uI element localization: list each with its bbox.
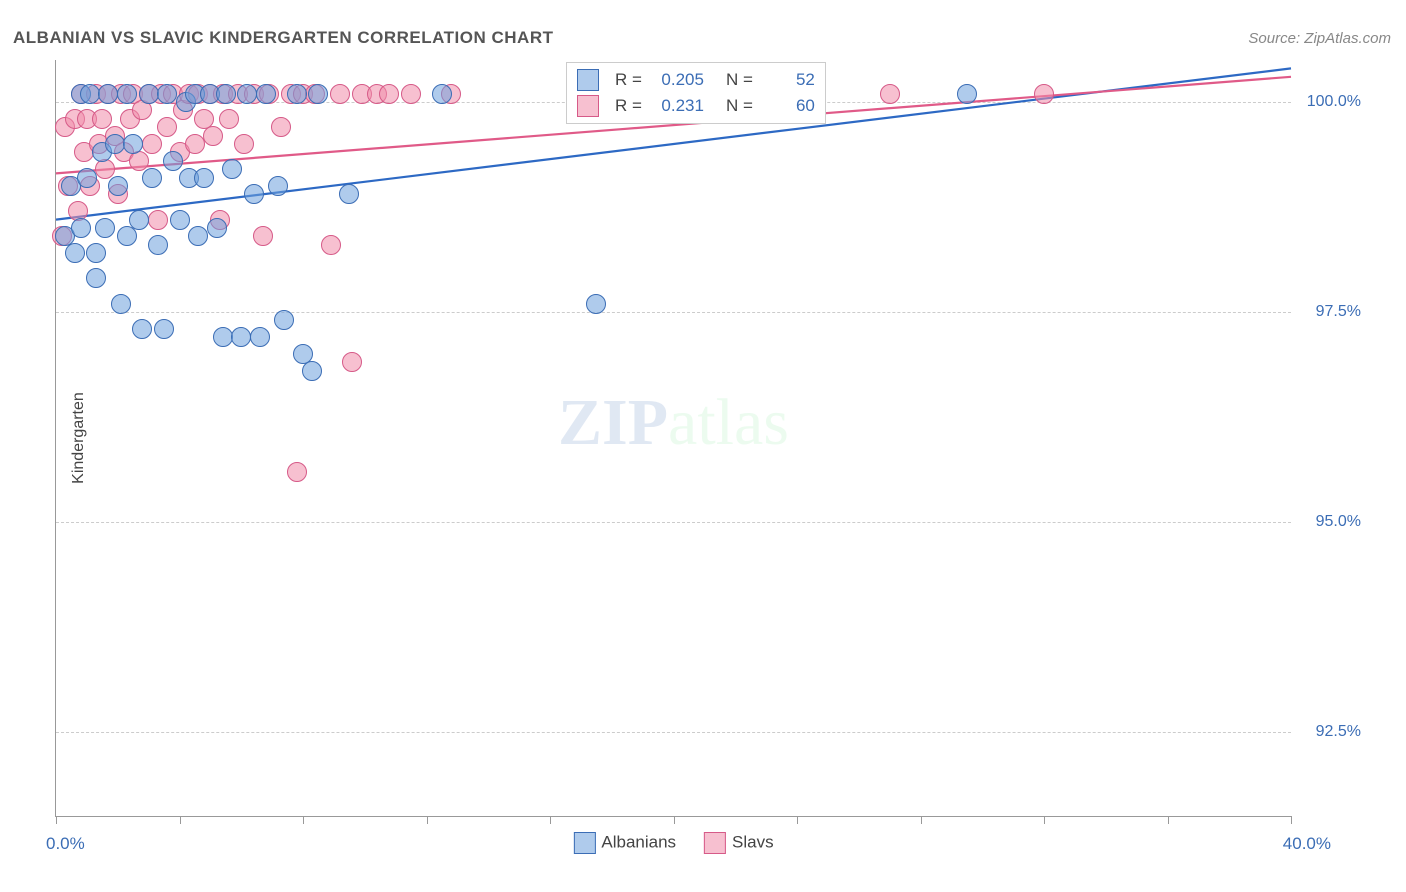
x-axis-max-label: 40.0%	[1283, 834, 1331, 854]
data-point-albanians	[154, 319, 174, 339]
x-axis-min-label: 0.0%	[46, 834, 85, 854]
data-point-slavs	[379, 84, 399, 104]
data-point-albanians	[308, 84, 328, 104]
data-point-albanians	[148, 235, 168, 255]
data-point-albanians	[157, 84, 177, 104]
data-point-albanians	[213, 327, 233, 347]
data-point-slavs	[401, 84, 421, 104]
data-point-albanians	[231, 327, 251, 347]
data-point-albanians	[163, 151, 183, 171]
data-point-albanians	[194, 168, 214, 188]
source-credit: Source: ZipAtlas.com	[1248, 30, 1391, 47]
y-axis-label: Kindergarten	[70, 392, 88, 484]
data-point-albanians	[65, 243, 85, 263]
data-point-slavs	[157, 117, 177, 137]
data-point-albanians	[123, 134, 143, 154]
x-tick	[921, 816, 922, 824]
data-point-albanians	[339, 184, 359, 204]
gridline	[56, 732, 1291, 733]
bottom-legend: Albanians Slavs	[573, 832, 773, 854]
y-tick-label: 92.5%	[1316, 723, 1361, 741]
data-point-albanians	[274, 310, 294, 330]
data-point-albanians	[117, 84, 137, 104]
swatch-slavs	[577, 95, 599, 117]
data-point-albanians	[207, 218, 227, 238]
data-point-albanians	[132, 319, 152, 339]
data-point-albanians	[216, 84, 236, 104]
legend-item-albanians: Albanians	[573, 832, 676, 854]
data-point-slavs	[148, 210, 168, 230]
data-point-albanians	[98, 84, 118, 104]
data-point-slavs	[342, 352, 362, 372]
data-point-slavs	[1034, 84, 1054, 104]
y-tick-label: 97.5%	[1316, 303, 1361, 321]
data-point-albanians	[71, 218, 91, 238]
x-tick	[303, 816, 304, 824]
data-point-albanians	[957, 84, 977, 104]
data-point-albanians	[108, 176, 128, 196]
x-tick	[1044, 816, 1045, 824]
x-tick	[56, 816, 57, 824]
data-point-slavs	[219, 109, 239, 129]
data-point-albanians	[250, 327, 270, 347]
x-tick	[180, 816, 181, 824]
data-point-albanians	[256, 84, 276, 104]
data-point-albanians	[222, 159, 242, 179]
gridline	[56, 312, 1291, 313]
y-tick-label: 95.0%	[1316, 513, 1361, 531]
x-tick	[674, 816, 675, 824]
data-point-albanians	[95, 218, 115, 238]
x-tick	[427, 816, 428, 824]
data-point-albanians	[105, 134, 125, 154]
data-point-slavs	[287, 462, 307, 482]
x-tick	[550, 816, 551, 824]
data-point-slavs	[321, 235, 341, 255]
data-point-albanians	[586, 294, 606, 314]
data-point-albanians	[86, 243, 106, 263]
legend-swatch-albanians	[573, 832, 595, 854]
gridline	[56, 522, 1291, 523]
legend-item-slavs: Slavs	[704, 832, 774, 854]
data-point-albanians	[129, 210, 149, 230]
stats-legend: R =0.205N =52R =0.231N =60	[566, 62, 826, 124]
stat-row-albanians: R =0.205N =52	[577, 67, 815, 93]
x-tick	[1291, 816, 1292, 824]
data-point-albanians	[117, 226, 137, 246]
y-tick-label: 100.0%	[1307, 93, 1361, 111]
data-point-slavs	[185, 134, 205, 154]
x-tick	[1168, 816, 1169, 824]
data-point-albanians	[77, 168, 97, 188]
data-point-albanians	[244, 184, 264, 204]
data-point-albanians	[302, 361, 322, 381]
data-point-albanians	[287, 84, 307, 104]
watermark: ZIPatlas	[558, 385, 789, 461]
data-point-albanians	[86, 268, 106, 288]
trend-lines	[56, 60, 1291, 816]
plot-area: Kindergarten 100.0%97.5%95.0%92.5% ZIPat…	[55, 60, 1291, 817]
data-point-albanians	[111, 294, 131, 314]
data-point-slavs	[330, 84, 350, 104]
data-point-albanians	[268, 176, 288, 196]
chart-title: ALBANIAN VS SLAVIC KINDERGARTEN CORRELAT…	[13, 28, 553, 48]
data-point-albanians	[432, 84, 452, 104]
x-tick	[797, 816, 798, 824]
legend-swatch-slavs	[704, 832, 726, 854]
data-point-slavs	[142, 134, 162, 154]
data-point-slavs	[203, 126, 223, 146]
data-point-albanians	[80, 84, 100, 104]
data-point-albanians	[170, 210, 190, 230]
stat-row-slavs: R =0.231N =60	[577, 93, 815, 119]
data-point-albanians	[139, 84, 159, 104]
data-point-slavs	[253, 226, 273, 246]
swatch-albanians	[577, 69, 599, 91]
data-point-slavs	[880, 84, 900, 104]
data-point-slavs	[234, 134, 254, 154]
data-point-slavs	[271, 117, 291, 137]
data-point-albanians	[188, 226, 208, 246]
data-point-albanians	[237, 84, 257, 104]
data-point-albanians	[142, 168, 162, 188]
